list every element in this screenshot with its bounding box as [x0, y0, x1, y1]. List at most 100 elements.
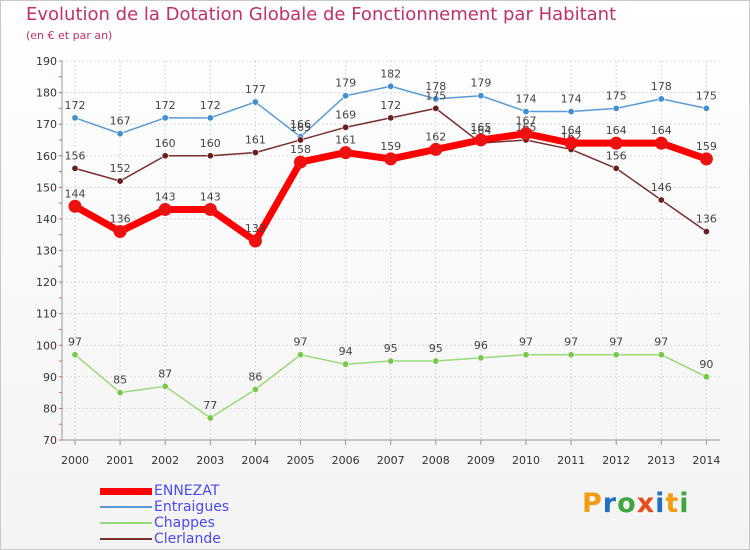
data-point: [116, 177, 124, 185]
data-label: 172: [200, 99, 221, 112]
data-point: [71, 164, 79, 172]
x-tick-label: 2005: [287, 454, 315, 467]
logo-letter: i: [679, 488, 690, 519]
data-label: 175: [696, 89, 717, 102]
x-tick-label: 2001: [106, 454, 134, 467]
data-point: [294, 155, 307, 169]
data-point: [612, 104, 620, 112]
data-label: 97: [654, 336, 668, 349]
y-tick-label: 170: [36, 118, 57, 131]
data-label: 85: [113, 374, 127, 387]
logo-letter: o: [617, 488, 637, 519]
x-tick-label: 2000: [61, 454, 89, 467]
data-point: [384, 152, 398, 166]
x-tick-label: 2004: [241, 454, 269, 467]
data-label: 94: [339, 345, 353, 358]
data-point: [477, 354, 485, 362]
data-point: [429, 142, 443, 156]
x-tick-label: 2006: [332, 454, 360, 467]
proxiti-logo: Proxiti: [582, 488, 690, 519]
data-label: 97: [564, 336, 578, 349]
data-label: 175: [606, 89, 627, 102]
x-tick-label: 2014: [692, 454, 720, 467]
chart-subtitle: (en € et par an): [26, 29, 113, 42]
data-label: 178: [651, 80, 672, 93]
x-tick-label: 2012: [602, 454, 630, 467]
x-tick-label: 2008: [422, 454, 450, 467]
data-point: [612, 164, 620, 172]
data-label: 77: [203, 399, 217, 412]
data-point: [477, 92, 485, 100]
legend-label: Clerlande: [154, 531, 221, 547]
logo-letter: r: [602, 488, 618, 519]
data-label: 95: [384, 342, 398, 355]
data-label: 164: [561, 124, 582, 137]
data-point: [522, 108, 530, 116]
y-tick-label: 140: [36, 213, 57, 226]
legend-label: Entraigues: [154, 499, 230, 515]
data-label: 167: [516, 115, 537, 128]
data-point: [522, 351, 530, 359]
data-label: 159: [696, 140, 717, 153]
data-point: [657, 351, 665, 359]
y-tick-label: 110: [36, 308, 57, 321]
axes: 70 80 90 100 110 120 130 140 150 160 170 180 190 2000…: [36, 55, 720, 467]
data-label: 156: [606, 149, 627, 162]
legend-swatch: [100, 522, 152, 524]
y-tick-label: 180: [36, 87, 57, 100]
legend-swatch: [100, 538, 152, 540]
data-label: 97: [609, 336, 623, 349]
data-point: [68, 199, 82, 213]
logo-letter: t: [665, 488, 680, 519]
y-tick-label: 100: [36, 339, 57, 352]
chart-title: Evolution de la Dotation Globale de Fonc…: [26, 4, 617, 25]
data-label: 144: [65, 187, 86, 200]
y-tick-label: 80: [43, 402, 57, 415]
legend-swatch: [100, 506, 152, 508]
data-point: [609, 136, 623, 150]
data-label: 164: [651, 124, 672, 137]
data-label: 133: [245, 222, 266, 235]
data-label: 97: [519, 336, 533, 349]
data-point: [432, 95, 440, 103]
data-label: 164: [470, 124, 491, 137]
logo-letter: P: [582, 488, 603, 519]
data-point: [116, 130, 124, 138]
data-label: 164: [606, 124, 627, 137]
data-label: 165: [470, 121, 491, 134]
y-tick-label: 70: [43, 434, 57, 447]
data-point: [387, 114, 395, 122]
data-label: 175: [425, 89, 446, 102]
data-label: 177: [245, 83, 266, 96]
data-point: [702, 228, 710, 236]
data-label: 165: [290, 121, 311, 134]
y-tick-label: 90: [43, 371, 57, 384]
data-point: [296, 351, 304, 359]
data-label: 87: [158, 367, 172, 380]
data-label: 162: [425, 130, 446, 143]
data-point: [342, 123, 350, 131]
data-label: 174: [516, 93, 537, 106]
data-point: [296, 136, 304, 144]
data-point: [654, 136, 668, 150]
data-point: [342, 92, 350, 100]
grid: [62, 60, 720, 441]
legend-label: Chappes: [154, 515, 215, 531]
data-point: [387, 357, 395, 365]
data-point: [702, 373, 710, 381]
data-point: [567, 108, 575, 116]
legend-label: ENNEZAT: [154, 483, 220, 499]
x-tick-label: 2007: [377, 454, 405, 467]
logo-letter: x: [636, 488, 656, 519]
data-point: [113, 225, 127, 239]
y-tick-label: 130: [36, 245, 57, 258]
data-label: 97: [68, 336, 82, 349]
data-point: [71, 351, 79, 359]
data-label: 146: [651, 181, 672, 194]
data-point: [657, 95, 665, 103]
data-point: [206, 414, 214, 422]
x-tick-label: 2003: [196, 454, 224, 467]
data-point: [432, 357, 440, 365]
